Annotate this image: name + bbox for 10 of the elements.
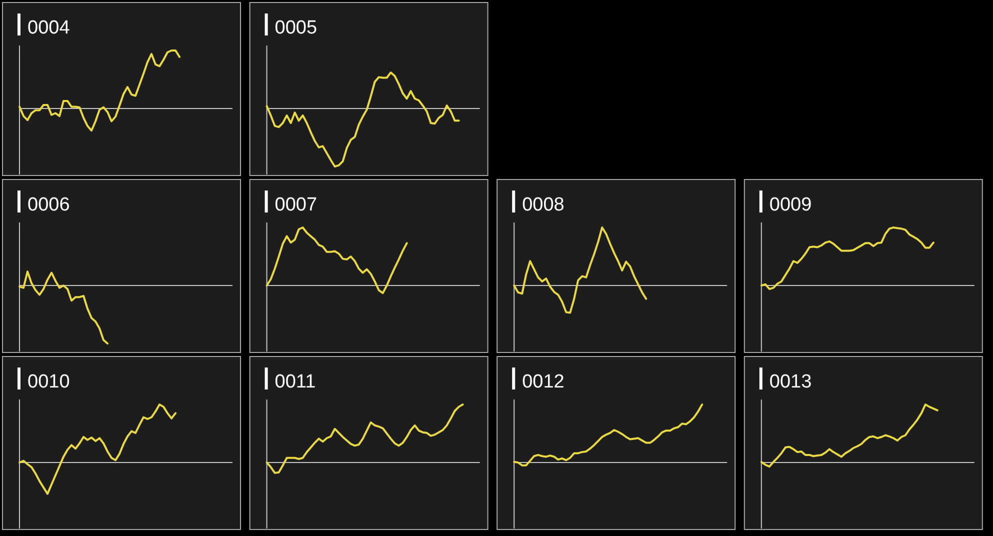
chart-title: 0010	[28, 372, 70, 392]
chart-title: 0004	[28, 18, 70, 38]
chart-title: 0008	[522, 194, 564, 216]
chart-title: 0013	[769, 372, 812, 392]
chart-title: 0009	[769, 194, 812, 216]
chart-title: 0006	[28, 194, 70, 216]
chart-title: 0007	[274, 194, 318, 216]
chart-title: 0005	[274, 18, 318, 38]
chart-title: 0011	[274, 372, 316, 392]
chart-title: 0012	[522, 372, 564, 392]
